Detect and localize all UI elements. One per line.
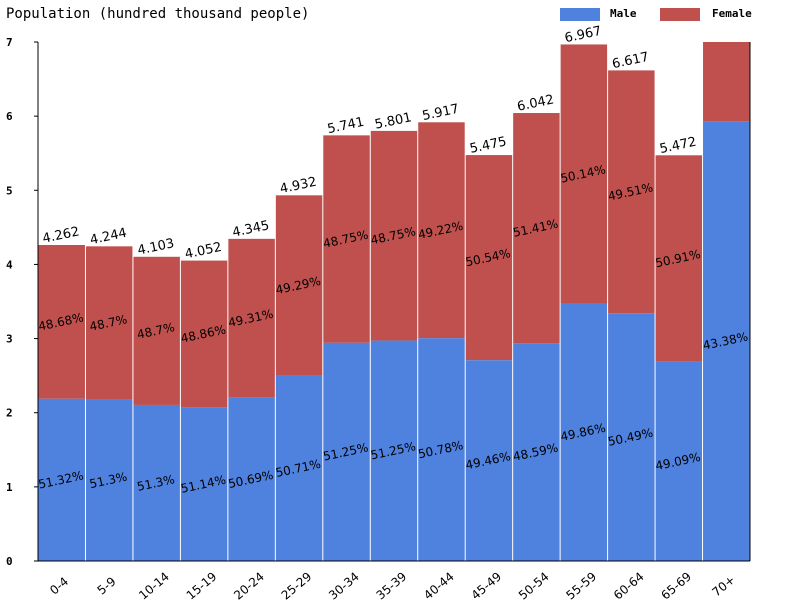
bar-female-65-69 xyxy=(655,155,703,362)
bar-male-70+ xyxy=(703,121,750,561)
bar-female-25-29 xyxy=(275,195,323,376)
bar-female-40-44 xyxy=(418,122,465,339)
x-tick-label-60-64: 60-64 xyxy=(611,569,647,600)
x-tick-label-55-59: 55-59 xyxy=(563,569,599,600)
chart-title: Population (hundred thousand people) xyxy=(6,6,309,22)
x-tick-label-30-34: 30-34 xyxy=(326,569,362,600)
total-label-5-9: 4.244 xyxy=(89,226,129,248)
bar-female-15-19 xyxy=(180,260,228,408)
bar-female-60-64 xyxy=(608,70,655,314)
total-label-40-44: 5.917 xyxy=(421,102,461,124)
bar-male-15-19 xyxy=(180,407,228,561)
bar-male-40-44 xyxy=(418,338,465,561)
bars-clipped xyxy=(38,42,750,561)
total-label-45-49: 5.475 xyxy=(468,134,508,156)
y-tick-label-0: 0 xyxy=(6,555,13,568)
total-label-50-54: 6.042 xyxy=(516,92,556,114)
bar-female-50-54 xyxy=(513,113,560,344)
x-tick-label-10-14: 10-14 xyxy=(136,569,172,600)
y-tick-label-7: 7 xyxy=(6,36,13,49)
x-axis: 0-4 5-9 10-14 15-19 20-24 25-29 30-34 35-39 40-4… xyxy=(38,560,750,600)
bar-male-45-49 xyxy=(465,360,513,561)
bar-male-55-59 xyxy=(560,303,608,561)
bar-male-10-14 xyxy=(133,404,180,561)
legend-female-label: Female xyxy=(712,7,752,20)
y-tick-label-3: 3 xyxy=(6,333,13,346)
x-tick-label-45-49: 45-49 xyxy=(469,569,505,600)
total-label-30-34: 5.741 xyxy=(326,115,366,137)
x-tick-label-5-9: 5-9 xyxy=(95,574,119,597)
y-tick-label-6: 6 xyxy=(6,110,13,123)
bar-female-30-34 xyxy=(323,135,370,343)
bar-male-50-54 xyxy=(513,343,560,561)
total-label-60-64: 6.617 xyxy=(611,50,651,72)
bar-male-60-64 xyxy=(608,313,655,561)
x-tick-label-70+: 70+ xyxy=(709,572,737,599)
bar-male-30-34 xyxy=(323,342,370,561)
x-tick-label-20-24: 20-24 xyxy=(231,569,267,600)
bar-female-55-59 xyxy=(560,44,608,304)
bar-male-65-69 xyxy=(655,361,703,561)
x-tick-label-35-39: 35-39 xyxy=(374,569,410,600)
y-tick-label-5: 5 xyxy=(6,184,13,197)
bar-female-10-14 xyxy=(133,256,180,405)
total-label-65-69: 5.472 xyxy=(658,135,698,157)
total-label-0-4: 4.262 xyxy=(41,224,81,246)
y-tick-label-4: 4 xyxy=(6,258,13,271)
legend: Male Female xyxy=(560,7,752,21)
bar-female-45-49 xyxy=(465,155,513,361)
total-label-10-14: 4.103 xyxy=(136,236,176,258)
x-tick-label-65-69: 65-69 xyxy=(658,569,694,600)
total-label-55-59: 6.967 xyxy=(563,24,603,46)
x-tick-label-25-29: 25-29 xyxy=(279,569,315,600)
x-tick-label-40-44: 40-44 xyxy=(421,569,457,600)
bar-female-20-24 xyxy=(228,238,275,398)
bar-female-35-39 xyxy=(370,130,418,341)
bar-male-25-29 xyxy=(275,375,323,561)
x-tick-label-15-19: 15-19 xyxy=(184,569,220,600)
x-tick-label-0-4: 0-4 xyxy=(47,574,71,597)
total-label-15-19: 4.052 xyxy=(184,240,224,262)
bar-male-20-24 xyxy=(228,397,275,561)
bar-male-35-39 xyxy=(370,340,418,561)
y-axis: 0 1 2 3 4 5 6 7 xyxy=(6,36,751,568)
legend-male-swatch xyxy=(560,8,600,21)
bar-female-5-9 xyxy=(85,246,133,400)
x-tick-label-50-54: 50-54 xyxy=(516,569,552,600)
total-label-35-39: 5.801 xyxy=(374,110,414,132)
bar-female-70+ xyxy=(703,42,750,122)
legend-female-swatch xyxy=(660,8,700,21)
total-label-25-29: 4.932 xyxy=(279,175,319,197)
y-tick-label-2: 2 xyxy=(6,407,13,420)
bar-female-0-4 xyxy=(38,245,85,399)
total-label-20-24: 4.345 xyxy=(231,218,271,240)
bar-male-5-9 xyxy=(85,399,133,561)
bars-group xyxy=(38,42,750,561)
y-tick-label-1: 1 xyxy=(6,481,13,494)
legend-male-label: Male xyxy=(610,7,637,20)
bar-male-0-4 xyxy=(38,398,85,561)
